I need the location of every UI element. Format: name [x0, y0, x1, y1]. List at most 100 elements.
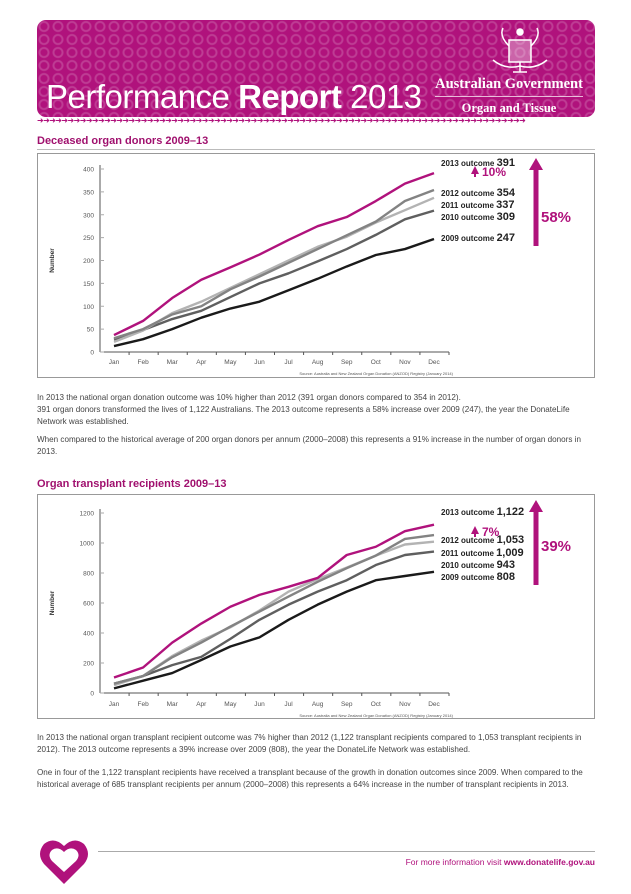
outcome-value: 1,122: [497, 506, 525, 518]
x-tick-label: Jan: [109, 701, 120, 708]
paragraph-line: 391 organ donors transformed the lives o…: [37, 405, 570, 426]
outcome-label-2010: 2010 outcome 309: [441, 211, 515, 223]
x-tick-label: Apr: [196, 701, 207, 708]
outcome-label-2011: 2011 outcome 1,009: [441, 547, 524, 559]
paragraph: When compared to the historical average …: [37, 435, 581, 456]
y-tick-label: 300: [83, 212, 94, 219]
y-tick-label: 200: [83, 661, 94, 668]
outcome-label-2010: 2010 outcome 943: [441, 559, 515, 571]
footer-url[interactable]: www.donatelife.gov.au: [503, 857, 595, 867]
section-title: Deceased organ donors 2009–13: [37, 135, 209, 147]
paragraph: In 2013 the national organ transplant re…: [37, 733, 582, 754]
outcome-label-2012: 2012 outcome 1,053: [441, 534, 524, 546]
up-arrow-stem: [474, 173, 476, 177]
x-tick-label: Aug: [312, 359, 324, 366]
x-tick-label: Nov: [399, 701, 411, 708]
y-tick-label: 150: [83, 281, 94, 288]
x-tick-label: May: [224, 701, 237, 708]
change-vs-2009: 39%: [541, 538, 571, 555]
arrow-divider: ➜➜➜➜➜➜➜➜➜➜➜➜➜➜➜➜➜➜➜➜➜➜➜➜➜➜➜➜➜➜➜➜➜➜➜➜➜➜➜➜…: [37, 117, 526, 125]
x-tick-label: Dec: [428, 701, 440, 708]
outcome-value: 337: [496, 199, 514, 211]
outcome-value: 808: [497, 571, 515, 583]
x-tick-label: Nov: [399, 359, 411, 366]
y-tick-label: 400: [83, 631, 94, 638]
x-tick-label: Dec: [428, 359, 440, 366]
outcome-text: 2009 outcome: [441, 234, 497, 243]
chart-donors: 0 50 100 150 200 250 300 350 400 Number Jan Feb Mar A…: [37, 153, 595, 378]
outcome-value: 354: [497, 187, 516, 199]
outcome-value: 943: [497, 559, 515, 571]
x-tick-label: Feb: [137, 359, 149, 366]
chart-recipients: 0 200 400 600 800 1000 1200 Number Jan Feb Mar Apr M…: [37, 494, 595, 719]
y-tick-label: 200: [83, 258, 94, 265]
section-title: Organ transplant recipients 2009–13: [37, 478, 227, 490]
outcome-label-2012: 2012 outcome 354: [441, 187, 516, 199]
coat-of-arms-icon: [492, 27, 548, 73]
x-tick-label: Sep: [341, 359, 353, 366]
title-light: Performance: [46, 78, 230, 115]
x-tick-label: Oct: [371, 359, 381, 366]
gov-line2: Organ and Tissue Authority: [461, 101, 557, 117]
change-vs-2012: 10%: [482, 165, 506, 179]
divider: [37, 149, 595, 150]
series-line-2012: [113, 188, 435, 340]
outcome-text: 2013 outcome: [441, 159, 497, 168]
x-tick-label: Feb: [137, 701, 149, 708]
chart-svg: 0 200 400 600 800 1000 1200 Number Jan Feb Mar Apr M…: [49, 500, 571, 718]
big-up-arrow-icon: [529, 158, 543, 170]
y-axis-label: Number: [49, 590, 56, 615]
y-tick-label: 350: [83, 189, 94, 196]
footer-prefix: For more information visit: [405, 857, 504, 867]
outcome-text: 2013 outcome: [441, 508, 497, 517]
series-line-2010: [113, 550, 435, 685]
series-line-2013: [113, 171, 435, 337]
title-year: 2013: [350, 78, 422, 115]
big-up-arrow-icon: [529, 500, 543, 512]
footer-link[interactable]: For more information visit www.donatelif…: [406, 857, 595, 867]
y-tick-label: 100: [83, 304, 94, 311]
change-vs-2009: 58%: [541, 209, 571, 226]
gov-line1: Australian Government: [435, 76, 583, 97]
x-tick-label: Jan: [109, 359, 120, 366]
series-line-2009: [113, 570, 435, 690]
outcome-label-2013: 2013 outcome 391: [441, 157, 515, 169]
outcome-label-2011: 2011 outcome 337: [441, 199, 515, 211]
series-line-2013: [113, 523, 435, 679]
y-tick-label: 800: [83, 571, 94, 578]
donatelife-logo-icon: [40, 840, 88, 884]
big-arrow-stem: [533, 169, 539, 246]
y-tick-label: 0: [90, 691, 94, 698]
x-tick-label: Jun: [254, 359, 265, 366]
report-title: Performance Report 2013: [46, 78, 422, 116]
x-tick-label: Mar: [167, 359, 179, 366]
outcome-text: 2012 outcome: [441, 189, 497, 198]
y-tick-label: 400: [83, 167, 94, 174]
x-tick-label: Jun: [254, 701, 265, 708]
y-tick-label: 50: [87, 327, 95, 334]
outcome-label-2013: 2013 outcome 1,122: [441, 506, 524, 518]
outcome-text: 2011 outcome: [441, 201, 496, 210]
series-line-2009: [113, 237, 435, 348]
outcome-text: 2009 outcome: [441, 573, 497, 582]
x-tick-label: Aug: [312, 701, 324, 708]
paragraph: In 2013 the national organ donation outc…: [37, 392, 597, 428]
outcome-value: 391: [497, 157, 515, 169]
x-tick-label: Mar: [167, 701, 179, 708]
x-tick-label: Oct: [371, 701, 381, 708]
paragraph: One in four of the 1,122 transplant reci…: [37, 768, 583, 789]
x-tick-label: Apr: [196, 359, 207, 366]
x-tick-label: Sep: [341, 701, 353, 708]
series-line-2010: [113, 209, 435, 341]
up-arrow-icon: [471, 166, 479, 174]
x-tick-label: Jul: [284, 359, 293, 366]
chart-svg: 0 50 100 150 200 250 300 350 400 Number Jan Feb Mar A…: [49, 157, 571, 376]
outcome-text: 2010 outcome: [441, 561, 497, 570]
paragraph-line: In 2013 the national organ donation outc…: [37, 393, 461, 402]
outcome-label-2009: 2009 outcome 808: [441, 571, 515, 583]
source-note: Source: Australia and New Zealand Organ …: [299, 713, 453, 718]
outcome-value: 1,009: [496, 547, 524, 559]
title-bold: Report: [238, 78, 342, 115]
footer-rule: [98, 851, 595, 852]
